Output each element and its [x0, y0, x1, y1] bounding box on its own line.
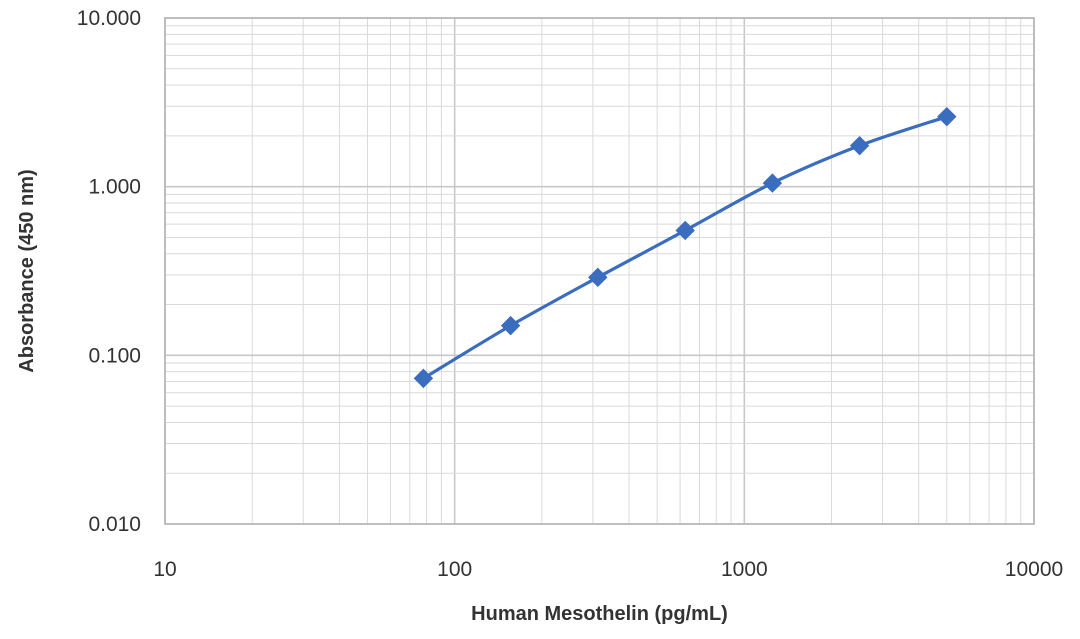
y-tick-label: 0.010 — [88, 513, 141, 536]
plot-area-frame — [164, 17, 1035, 525]
data-point-marker — [849, 135, 870, 156]
data-point-marker — [413, 368, 434, 389]
y-axis-title: Absorbance (450 nm) — [16, 169, 38, 372]
x-tick-label: 10 — [153, 558, 176, 581]
data-point-marker — [675, 220, 695, 241]
series-line — [422, 115, 948, 380]
y-tick-label: 10.000 — [77, 7, 141, 30]
x-axis-title: Human Mesothelin (pg/mL) — [471, 603, 728, 625]
data-point-marker — [500, 315, 521, 336]
y-tick-label: 0.100 — [88, 344, 141, 367]
x-tick-label: 1000 — [721, 558, 768, 581]
y-tick-label: 1.000 — [88, 176, 141, 199]
data-point-marker — [937, 106, 957, 127]
data-point-marker — [762, 173, 783, 193]
x-tick-label: 10000 — [1005, 558, 1063, 581]
y-tick-labels: 0.010 0.100 1.000 10.000 — [77, 7, 141, 536]
data-point-marker — [588, 267, 608, 288]
x-tick-labels: 10 100 1000 10000 — [153, 558, 1063, 581]
x-tick-label: 100 — [437, 558, 472, 581]
series-layer — [413, 106, 957, 389]
